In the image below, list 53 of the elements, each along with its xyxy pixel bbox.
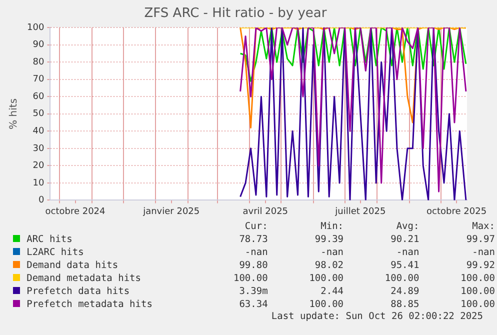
text: -nan	[244, 246, 269, 259]
text: 100.00	[460, 272, 496, 285]
text: 99.80	[238, 259, 269, 272]
y-tick-label: 30	[32, 144, 44, 154]
text: 100.00	[308, 272, 345, 285]
legend-label: Prefetch metadata hits	[26, 298, 154, 311]
x-tick-label: octobre 2025	[426, 206, 487, 217]
text: 88.85	[390, 298, 420, 311]
y-tick-label: 90	[32, 40, 44, 50]
y-tick-label: 10	[32, 178, 44, 188]
text: 95.41	[390, 259, 420, 272]
x-tick-label: avril 2025	[242, 206, 288, 217]
text: 100.00	[384, 272, 420, 285]
text: -nan	[471, 246, 496, 259]
y-tick-label: 50	[32, 109, 44, 120]
legend-label: Demand data hits	[26, 259, 120, 272]
text: 2.44	[320, 285, 345, 298]
legend-label: ARC hits	[26, 233, 74, 246]
legend-label: Prefetch data hits	[26, 285, 131, 298]
text: 100.00	[460, 285, 496, 298]
text: 24.89	[390, 285, 420, 298]
y-tick-label: 0	[38, 196, 44, 206]
text: 100.00	[308, 298, 345, 311]
text: 90.21	[390, 233, 420, 246]
chart-title: ZFS ARC - Hit ratio - by year	[144, 6, 328, 22]
legend-label: Demand metadata hits	[26, 272, 142, 285]
x-tick-label: juillet 2025	[334, 206, 386, 217]
text: 100.00	[460, 298, 496, 311]
y-tick-label: 20	[32, 161, 44, 172]
x-tick-label: octobre 2024	[45, 206, 106, 217]
text: 100.00	[232, 272, 269, 285]
text: 99.92	[465, 259, 496, 272]
text: -nan	[395, 246, 420, 259]
y-axis-title: % hits	[8, 98, 20, 130]
y-tick-label: 70	[32, 74, 44, 85]
text: Max:	[471, 220, 496, 233]
y-tick-label: 40	[32, 126, 44, 137]
x-tick-label: janvier 2025	[142, 206, 200, 217]
text: Cur:	[244, 220, 269, 233]
text: -nan	[320, 246, 345, 259]
text: 78.73	[238, 233, 269, 246]
text: 99.39	[314, 233, 345, 246]
text: 63.34	[238, 298, 269, 311]
text: 3.39m	[238, 285, 269, 298]
text: 98.02	[314, 259, 345, 272]
text: Last update: Sun Oct 26 02:00:22 2025	[270, 311, 484, 322]
y-tick-label: 60	[32, 92, 44, 102]
text: 99.97	[465, 233, 496, 246]
text: Avg:	[395, 220, 420, 233]
y-tick-label: 80	[32, 57, 44, 68]
text: Min:	[320, 220, 345, 233]
y-tick-label: 100	[26, 22, 44, 33]
legend-label: L2ARC hits	[26, 246, 85, 259]
